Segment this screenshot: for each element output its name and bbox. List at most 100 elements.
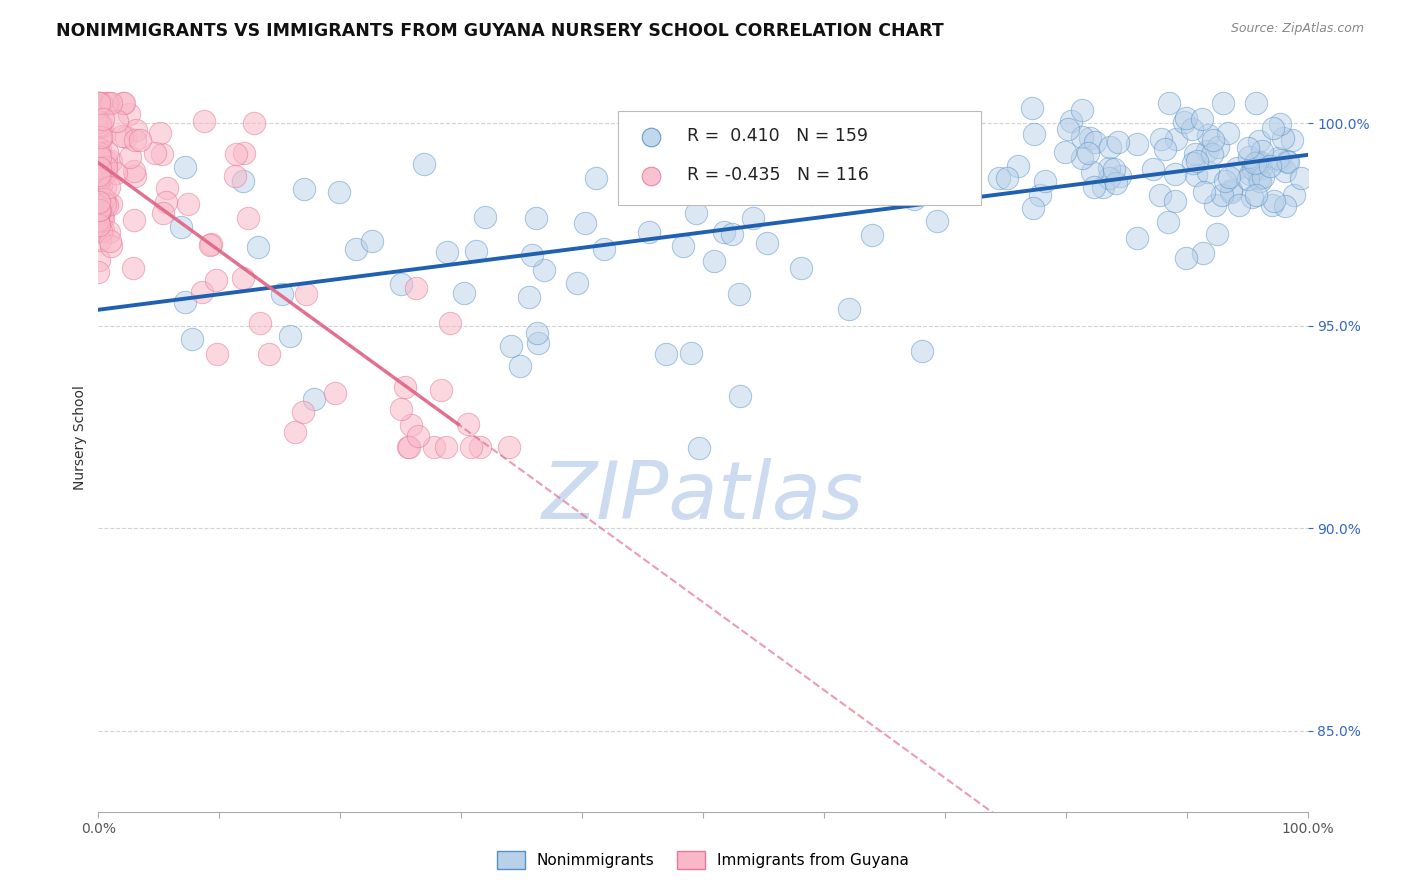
Point xyxy=(1053,145,1076,160)
Point xyxy=(97,179,120,194)
Point xyxy=(156,181,179,195)
Point xyxy=(292,182,315,196)
Point xyxy=(90,178,112,192)
Point xyxy=(1247,171,1270,186)
Point xyxy=(1173,114,1195,128)
Point xyxy=(1150,131,1173,145)
Point xyxy=(713,225,735,239)
Point xyxy=(703,253,725,268)
Point xyxy=(100,95,122,110)
Point xyxy=(1099,140,1122,154)
Point xyxy=(89,101,111,115)
Point xyxy=(685,206,707,220)
Point xyxy=(1253,170,1275,185)
Point xyxy=(1192,246,1215,260)
Point xyxy=(87,194,110,209)
Point xyxy=(790,260,813,275)
Point xyxy=(89,161,111,175)
Point xyxy=(938,152,960,166)
Point xyxy=(640,521,662,535)
Point xyxy=(1081,164,1104,178)
Point xyxy=(232,270,254,285)
Point xyxy=(291,405,314,419)
Point xyxy=(565,276,588,290)
Point xyxy=(394,380,416,394)
Point xyxy=(1202,133,1225,147)
Point xyxy=(1197,164,1219,178)
Point xyxy=(177,197,200,211)
Point xyxy=(1274,199,1296,213)
Point xyxy=(1105,176,1128,190)
Point xyxy=(225,147,247,161)
Point xyxy=(257,347,280,361)
Point xyxy=(304,392,326,407)
Point xyxy=(721,227,744,241)
Point xyxy=(1275,154,1298,169)
Point xyxy=(1078,130,1101,145)
Point xyxy=(1071,129,1094,144)
Text: R =  0.410   N = 159: R = 0.410 N = 159 xyxy=(688,127,869,145)
Point xyxy=(1263,194,1285,209)
Point xyxy=(1220,183,1243,197)
Point xyxy=(1201,147,1223,161)
Point xyxy=(1022,202,1045,216)
Point xyxy=(517,290,540,304)
Point xyxy=(464,244,486,258)
Point xyxy=(1247,135,1270,149)
Point xyxy=(90,119,112,133)
Point xyxy=(87,114,110,128)
Point xyxy=(152,205,174,219)
Point xyxy=(232,145,254,160)
Point xyxy=(1097,170,1119,185)
Point xyxy=(91,156,114,170)
Point xyxy=(884,157,907,171)
Point xyxy=(284,425,307,439)
Point xyxy=(1281,133,1303,147)
Point xyxy=(1237,141,1260,155)
Point xyxy=(995,170,1018,185)
Point xyxy=(232,174,254,188)
Point xyxy=(1204,198,1226,212)
Point xyxy=(457,417,479,431)
Point xyxy=(87,194,110,209)
Point xyxy=(191,285,214,299)
Point xyxy=(89,206,111,220)
Point xyxy=(1251,144,1274,158)
Point xyxy=(1258,159,1281,173)
Point xyxy=(1098,161,1121,176)
Point xyxy=(921,157,943,171)
Point xyxy=(942,157,965,171)
Point xyxy=(1175,111,1198,125)
Point xyxy=(398,440,420,454)
Point xyxy=(1244,161,1267,175)
Point xyxy=(125,122,148,136)
Point xyxy=(89,233,111,247)
Point xyxy=(96,145,118,159)
Point xyxy=(412,157,434,171)
Point xyxy=(124,169,146,183)
Point xyxy=(1271,131,1294,145)
Point xyxy=(1237,150,1260,164)
Text: ZIPatlas: ZIPatlas xyxy=(541,458,865,536)
Point xyxy=(509,359,531,374)
Point xyxy=(122,164,145,178)
Point xyxy=(89,95,111,110)
Point xyxy=(278,329,301,343)
Point xyxy=(100,197,122,211)
Point xyxy=(124,133,146,147)
Point xyxy=(1102,161,1125,176)
Point xyxy=(105,113,128,128)
Point xyxy=(453,285,475,300)
Point xyxy=(181,332,204,346)
Legend: Nonimmigrants, Immigrants from Guyana: Nonimmigrants, Immigrants from Guyana xyxy=(491,845,915,875)
Point xyxy=(93,112,115,127)
Point xyxy=(1213,174,1236,188)
FancyBboxPatch shape xyxy=(619,112,981,205)
Point xyxy=(533,262,555,277)
Point xyxy=(522,248,544,262)
Point xyxy=(1208,139,1230,153)
Point xyxy=(94,160,117,174)
Point xyxy=(728,389,751,403)
Point xyxy=(1185,154,1208,169)
Point xyxy=(94,153,117,168)
